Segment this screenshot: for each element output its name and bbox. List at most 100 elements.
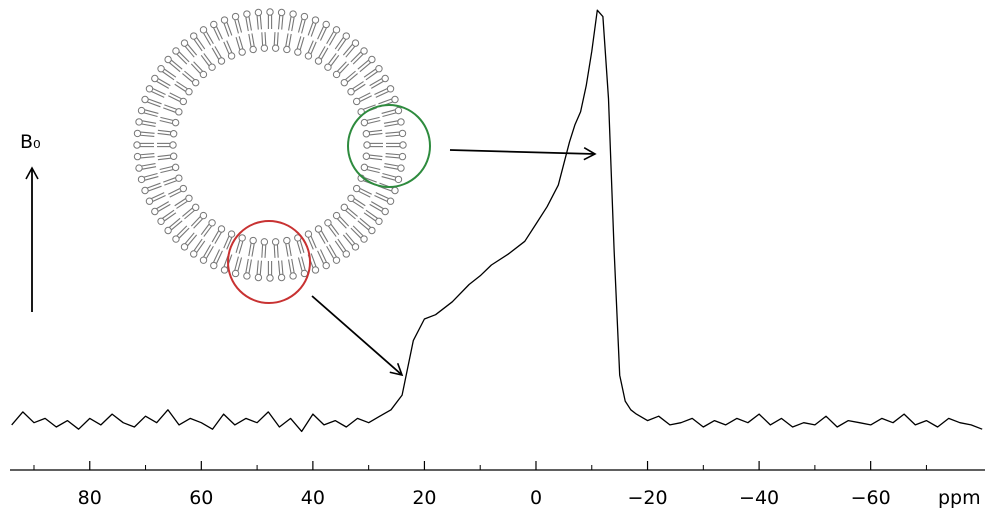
- green-highlight: [347, 104, 431, 188]
- lipid-tail: [334, 37, 344, 50]
- lipid-head: [145, 197, 154, 205]
- lipid-tail: [354, 83, 366, 92]
- lipid-tail: [176, 81, 188, 90]
- lipid-tail: [310, 23, 317, 37]
- lipid-tail: [164, 180, 177, 186]
- lipid-head: [199, 26, 208, 34]
- lipid-tail: [310, 253, 317, 267]
- lipid-tail: [310, 235, 317, 249]
- lipid-tail: [157, 157, 171, 161]
- lipid-tail: [164, 68, 177, 78]
- lipid-head: [171, 118, 180, 127]
- lipid-tail: [337, 39, 347, 52]
- lipid-tail: [369, 203, 383, 212]
- lipid-head: [304, 230, 313, 238]
- lipid-head: [133, 152, 142, 161]
- lipid-head: [266, 8, 274, 16]
- lipid-tail: [164, 104, 177, 110]
- lipid-tail: [142, 120, 157, 124]
- lipid-tail: [385, 156, 400, 159]
- lipid-tail: [354, 198, 366, 207]
- lipid-tail: [297, 18, 303, 33]
- lipid-tail: [291, 258, 295, 273]
- lipid-tail: [374, 194, 388, 202]
- lipid-head: [249, 45, 257, 54]
- lipid-tail: [182, 207, 193, 217]
- lipid-tail: [162, 209, 175, 219]
- lipid-tail: [140, 134, 155, 138]
- lipid-tail: [159, 165, 173, 171]
- lipid-tail: [216, 250, 223, 264]
- lipid-head: [381, 207, 389, 216]
- lipid-head: [304, 52, 313, 60]
- lipid-tail: [157, 129, 171, 133]
- lipid-head: [231, 269, 240, 278]
- lipid-head: [340, 78, 349, 87]
- lipid-head: [332, 256, 341, 264]
- lipid-tail: [160, 116, 174, 121]
- lipid-tail: [375, 192, 389, 199]
- lipid-tail: [193, 218, 203, 229]
- spectrum-line: [11, 9, 983, 433]
- lipid-head: [169, 141, 177, 149]
- lipid-head: [185, 194, 193, 203]
- lipid-tail: [345, 46, 356, 58]
- lipid-head: [151, 207, 159, 216]
- lipid-head: [137, 175, 146, 184]
- lipid-head: [314, 57, 323, 65]
- lipid-tail: [237, 257, 243, 272]
- lipid-head: [164, 55, 172, 64]
- lipid-tail: [211, 47, 220, 60]
- lipid-tail: [237, 18, 243, 33]
- lipid-tail: [226, 40, 233, 53]
- lipid-tail: [339, 216, 350, 227]
- x-tick-label: −40: [739, 487, 779, 509]
- lipid-head: [311, 16, 320, 24]
- lipid-tail: [251, 243, 255, 257]
- lipid-tail: [174, 198, 186, 207]
- lipid-head: [340, 203, 349, 212]
- lipid-head: [362, 152, 371, 160]
- lipid-tail: [205, 245, 214, 259]
- lipid-tail: [273, 244, 276, 258]
- lipid-tail: [330, 223, 340, 236]
- lipid-tail: [203, 244, 212, 258]
- lipid-tail: [226, 237, 233, 250]
- lipid-tail: [184, 232, 195, 244]
- lipid-tail: [358, 190, 371, 198]
- lipid-head: [180, 39, 189, 47]
- lipid-tail: [288, 33, 292, 47]
- lipid-tail: [184, 70, 195, 80]
- lipid-tail: [156, 80, 170, 89]
- lipid-head: [227, 52, 236, 60]
- lipid-tail: [151, 91, 165, 98]
- lipid-head: [375, 217, 383, 225]
- lipid-head: [220, 16, 229, 24]
- lipid-head: [199, 256, 208, 264]
- lipid-tail: [234, 256, 239, 271]
- x-tick-label: 0: [530, 487, 542, 509]
- lipid-tail: [168, 187, 181, 195]
- lipid-head: [254, 273, 263, 282]
- lipid-tail: [151, 192, 165, 199]
- lipid-head: [368, 226, 376, 235]
- lipid-head: [238, 48, 246, 56]
- lipid-tail: [299, 37, 305, 50]
- lipid-tail: [381, 176, 396, 181]
- lipid-head: [397, 164, 405, 172]
- lipid-tail: [203, 225, 213, 237]
- lipid-tail: [385, 152, 400, 156]
- lipid-head: [386, 85, 395, 93]
- lipid-tail: [216, 26, 223, 40]
- lipid-tail: [299, 240, 305, 253]
- lipid-tail: [328, 32, 337, 46]
- lipid-head: [175, 108, 183, 116]
- lipid-head: [217, 225, 226, 233]
- arrow: [449, 147, 597, 161]
- lipid-tail: [281, 260, 284, 275]
- lipid-head: [342, 250, 350, 258]
- lipid-head: [394, 175, 403, 184]
- lipid-tail: [327, 225, 337, 237]
- lipid-tail: [337, 218, 347, 229]
- lipid-head: [397, 118, 405, 126]
